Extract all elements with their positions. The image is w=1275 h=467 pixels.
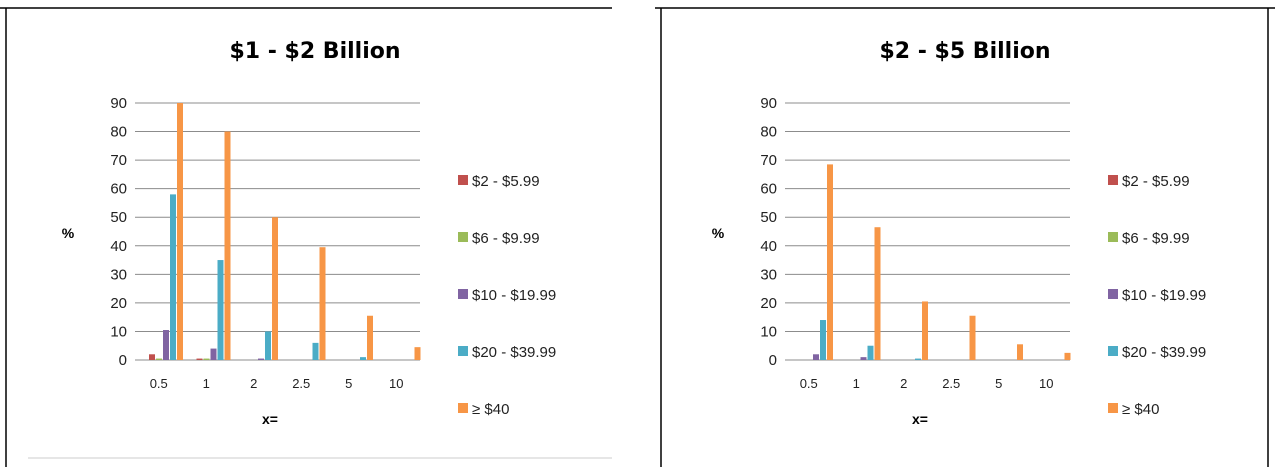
bar bbox=[867, 345, 874, 360]
bar bbox=[820, 320, 826, 360]
legend-label: $10 - $19.99 bbox=[472, 287, 556, 304]
bar bbox=[319, 247, 326, 360]
bar bbox=[414, 347, 421, 360]
legend-swatch bbox=[458, 175, 468, 185]
x-tick-label: 5 bbox=[995, 376, 1002, 391]
legend-label: $20 - $39.99 bbox=[1122, 344, 1206, 361]
chart-panel-2: $2 - $5 Billion 0 10 20 30 40 50 60 70 80 90 0.5 1 2 2… bbox=[680, 10, 1260, 450]
legend-swatch bbox=[1108, 346, 1118, 356]
x-tick-label: 5 bbox=[345, 376, 352, 391]
legend-label: $2 - $5.99 bbox=[1122, 173, 1190, 190]
legend-swatch bbox=[458, 346, 468, 356]
bar bbox=[217, 260, 224, 360]
y-tick-label: 40 bbox=[760, 238, 777, 255]
y-tick-label: 60 bbox=[760, 181, 777, 198]
bar bbox=[1017, 344, 1023, 360]
bar bbox=[196, 358, 203, 360]
bar bbox=[1064, 352, 1071, 360]
x-tick-label: 1 bbox=[203, 376, 210, 391]
legend-swatch bbox=[458, 403, 468, 413]
legend-swatch bbox=[1108, 232, 1118, 242]
chart-title: $1 - $2 Billion bbox=[229, 39, 400, 64]
y-tick-label: 10 bbox=[760, 323, 777, 340]
y-tick-label: 0 bbox=[769, 352, 777, 369]
legend-swatch bbox=[1108, 289, 1118, 299]
y-tick-label: 90 bbox=[110, 95, 127, 112]
bar-chart-1-2-billion: $1 - $2 Billion 0 10 20 30 40 50 60 70 80 90 0.5 1 2 2… bbox=[62, 39, 556, 427]
x-tick-label: 2 bbox=[250, 376, 257, 391]
bar bbox=[860, 357, 867, 360]
bar bbox=[224, 131, 231, 360]
x-tick-label: 1 bbox=[853, 376, 860, 391]
y-tick-label: 60 bbox=[110, 181, 127, 198]
y-axis-label: % bbox=[712, 225, 725, 241]
y-tick-label: 30 bbox=[760, 266, 777, 283]
x-tick-label: 0.5 bbox=[150, 376, 168, 391]
chart-title: $2 - $5 Billion bbox=[879, 39, 1050, 64]
legend-swatch bbox=[458, 289, 468, 299]
bar bbox=[915, 358, 921, 360]
legend-label: $20 - $39.99 bbox=[472, 344, 556, 361]
y-tick-label: 70 bbox=[760, 152, 777, 169]
y-tick-label: 50 bbox=[110, 209, 127, 226]
x-tick-label: 10 bbox=[1039, 376, 1053, 391]
bar bbox=[874, 227, 881, 360]
bar-chart-2-5-billion: $2 - $5 Billion 0 10 20 30 40 50 60 70 80 90 0.5 1 2 2… bbox=[712, 39, 1206, 427]
y-tick-label: 10 bbox=[110, 323, 127, 340]
bar bbox=[170, 194, 176, 360]
legend-label: $10 - $19.99 bbox=[1122, 287, 1206, 304]
bar bbox=[177, 103, 183, 360]
bar bbox=[258, 358, 264, 360]
bar bbox=[210, 348, 217, 360]
y-tick-label: 40 bbox=[110, 238, 127, 255]
y-tick-label: 0 bbox=[119, 352, 127, 369]
y-axis-label: % bbox=[62, 225, 75, 241]
legend-swatch bbox=[1108, 403, 1118, 413]
x-tick-label: 0.5 bbox=[800, 376, 818, 391]
legend-label: $6 - $9.99 bbox=[1122, 230, 1190, 247]
x-tick-label: 10 bbox=[389, 376, 403, 391]
x-axis-label: x= bbox=[262, 411, 278, 427]
bar bbox=[149, 354, 155, 360]
bar bbox=[922, 301, 928, 360]
y-tick-label: 30 bbox=[110, 266, 127, 283]
bar bbox=[312, 342, 319, 360]
y-tick-label: 80 bbox=[760, 124, 777, 141]
bar bbox=[163, 330, 169, 360]
legend-label: $2 - $5.99 bbox=[472, 173, 540, 190]
bar bbox=[272, 217, 278, 360]
y-tick-label: 50 bbox=[760, 209, 777, 226]
legend-label: $6 - $9.99 bbox=[472, 230, 540, 247]
legend-swatch bbox=[1108, 175, 1118, 185]
x-tick-label: 2 bbox=[900, 376, 907, 391]
bar bbox=[156, 358, 162, 360]
legend-label: ≥ $40 bbox=[1122, 401, 1159, 418]
y-tick-label: 20 bbox=[760, 295, 777, 312]
bar bbox=[367, 315, 373, 360]
bar bbox=[203, 358, 210, 360]
bar bbox=[969, 315, 976, 360]
x-tick-label: 2.5 bbox=[942, 376, 960, 391]
x-axis-label: x= bbox=[912, 411, 928, 427]
y-tick-label: 90 bbox=[760, 95, 777, 112]
chart-panel-1: $1 - $2 Billion 0 10 20 30 40 50 60 70 80 90 0.5 1 2 2… bbox=[30, 10, 620, 450]
bar bbox=[360, 357, 366, 360]
bar bbox=[827, 164, 833, 360]
y-tick-label: 20 bbox=[110, 295, 127, 312]
legend-label: ≥ $40 bbox=[472, 401, 509, 418]
legend-swatch bbox=[458, 232, 468, 242]
bar bbox=[265, 331, 271, 360]
y-tick-label: 80 bbox=[110, 124, 127, 141]
x-tick-label: 2.5 bbox=[292, 376, 310, 391]
bar bbox=[813, 354, 819, 360]
y-tick-label: 70 bbox=[110, 152, 127, 169]
